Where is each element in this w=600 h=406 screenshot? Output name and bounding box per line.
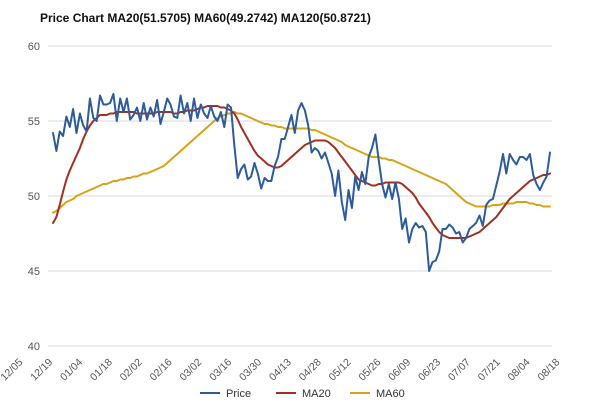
x-tick-label: 04/13 — [267, 356, 294, 383]
x-tick-label: 02/16 — [148, 356, 175, 383]
series-line-ma60 — [52, 111, 551, 214]
y-tick-label: 40 — [28, 341, 40, 353]
x-tick-label: 03/16 — [207, 356, 234, 383]
y-tick-label: 60 — [28, 41, 40, 53]
x-tick-label: 04/28 — [297, 356, 324, 383]
x-tick-label: 05/12 — [327, 356, 354, 383]
x-tick-label: 05/26 — [356, 356, 383, 383]
x-tick-label: 12/19 — [28, 356, 55, 383]
y-tick-label: 45 — [28, 266, 40, 278]
legend-label-price: Price — [226, 388, 251, 400]
series-lines — [52, 93, 551, 272]
x-tick-label: 07/07 — [446, 356, 473, 383]
x-tick-label: 03/30 — [237, 356, 264, 383]
series-line-ma20 — [52, 105, 551, 239]
x-tick-label: 07/21 — [476, 356, 503, 383]
x-tick-label: 02/02 — [118, 356, 145, 383]
x-tick-label: 12/05 — [0, 356, 26, 383]
y-axis-ticks: 60 55 50 45 40 — [28, 41, 40, 353]
legend: Price MA20 MA60 — [200, 388, 405, 400]
x-tick-label: 08/04 — [506, 356, 533, 383]
y-tick-label: 55 — [28, 116, 40, 128]
x-axis-ticks: 12/05 12/19 01/04 01/18 02/02 02/16 03/02 03/16… — [0, 356, 563, 383]
series-line-price — [52, 93, 551, 272]
chart-title: Price Chart MA20(51.5705) MA60(49.2742) … — [40, 11, 371, 25]
y-tick-label: 50 — [28, 191, 40, 203]
legend-label-ma60: MA60 — [376, 388, 405, 400]
legend-label-ma20: MA20 — [302, 388, 331, 400]
x-tick-label: 06/23 — [416, 356, 443, 383]
x-tick-label: 08/18 — [535, 356, 562, 383]
x-tick-label: 01/18 — [88, 356, 115, 383]
x-tick-label: 06/09 — [386, 356, 413, 383]
x-tick-label: 01/04 — [58, 356, 85, 383]
x-tick-label: 03/02 — [177, 356, 204, 383]
gridlines — [48, 45, 552, 347]
